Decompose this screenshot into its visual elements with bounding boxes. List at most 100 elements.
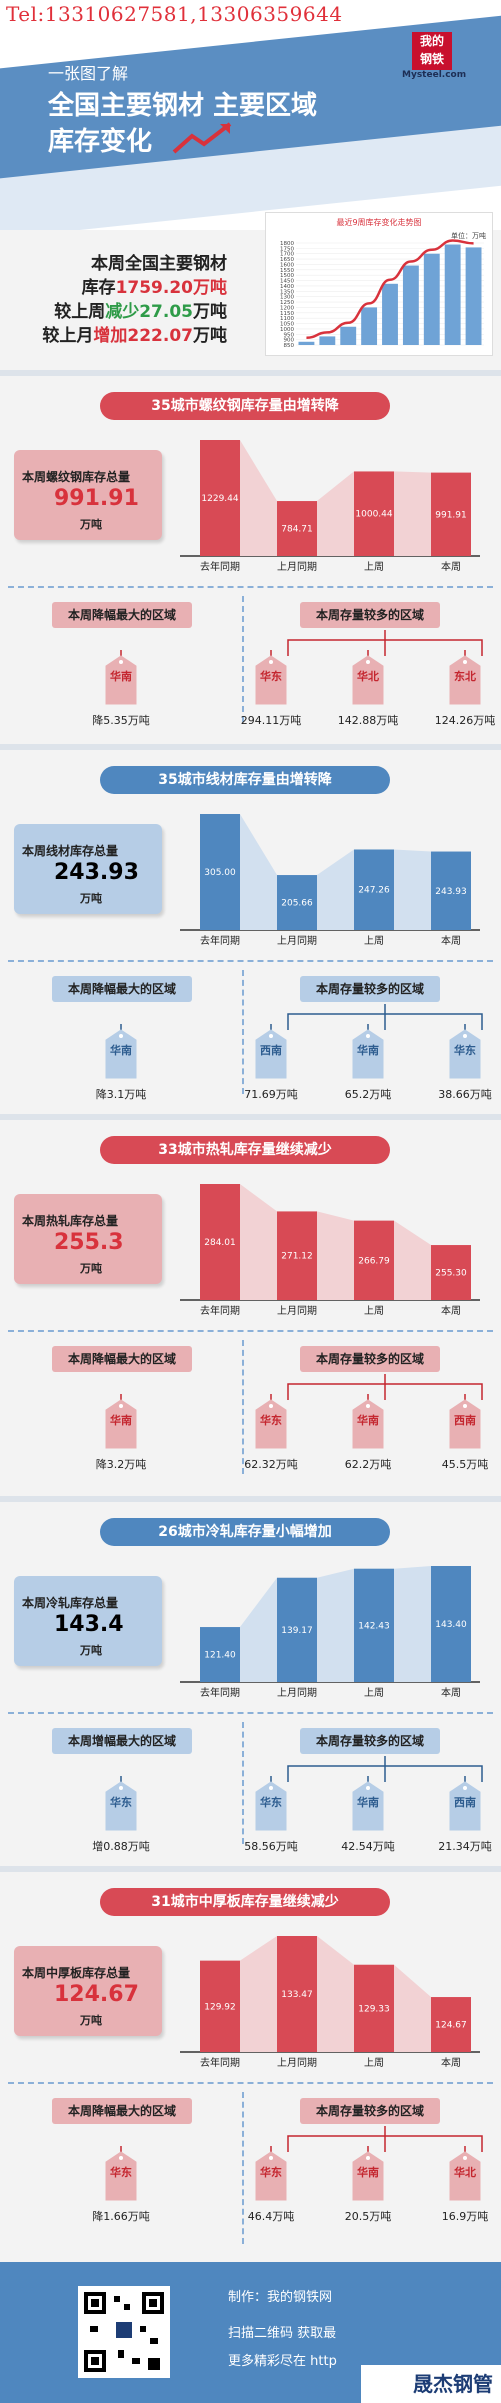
trend-bar <box>402 265 419 345</box>
region-name: 华南 <box>110 1414 132 1427</box>
bar-category-label: 去年同期 <box>200 1686 240 1699</box>
region-tag-icon: 华北 <box>448 2144 482 2202</box>
bar <box>200 814 240 930</box>
section-3: 33城市热轧库存量继续减少 本周热轧库存总量 255.3 万吨 284.01 去年同期 27… <box>0 1114 501 1488</box>
header: Tel:13310627581,13306359644 我的 钢铁 Mystee… <box>0 0 501 230</box>
footer-scan: 扫描二维码 获取最 <box>228 2326 337 2341</box>
region-tag-icon: 华南 <box>104 1392 138 1450</box>
bar-connector <box>394 1964 431 2052</box>
trend-bar <box>298 341 315 345</box>
left-region-head: 本周降幅最大的区域 <box>52 602 192 628</box>
bar <box>277 875 317 930</box>
tag-connector <box>287 1756 483 1782</box>
region-name: 华东 <box>260 1414 282 1427</box>
trend-y-tick: 1550 <box>280 268 294 274</box>
logo-line1: 我的 <box>419 34 444 48</box>
left-region-head: 本周降幅最大的区域 <box>52 976 192 1002</box>
bar-category-label: 上周 <box>364 1305 384 1317</box>
region-tag-icon: 华南 <box>351 2144 385 2202</box>
summary-text: 本周全国主要钢材 库存1759.20万吨 较上周减少27.05万吨 较上月增加2… <box>22 252 227 348</box>
bar-value-label: 1000.44 <box>355 510 392 520</box>
region-tag-icon: 西南 <box>448 1774 482 1832</box>
region-value: 62.32万吨 <box>244 1458 298 1471</box>
bar-category-label: 去年同期 <box>200 1304 240 1317</box>
region-value: 62.2万吨 <box>344 1458 392 1471</box>
bar <box>431 851 471 930</box>
region-name: 华东 <box>260 1796 282 1809</box>
trend-y-tick: 1600 <box>280 262 294 268</box>
bar <box>354 1220 394 1300</box>
header-subtitle: 一张图了解 <box>48 64 129 83</box>
bar-connector <box>317 1568 354 1682</box>
trend-y-tick: 1100 <box>280 316 294 322</box>
trend-y-tick: 850 <box>284 343 295 349</box>
total-label: 本周中厚板库存总量 <box>22 1966 131 1980</box>
region-tag-icon: 华南 <box>351 1392 385 1450</box>
summary-line3: 较上周减少27.05万吨 <box>54 302 227 322</box>
trend-chart: 最近9周库存变化走势图 单位：万吨 1800 1750 1700 1650 1600 15… <box>265 212 493 356</box>
footer: 制作：我的钢铁网 扫描二维码 获取最 更多精彩尽在 http 晟杰钢管 <box>0 2262 501 2403</box>
section-4: 26城市冷轧库存量小幅增加 本周冷轧库存总量 143.4 万吨 121.40 去年同期 13… <box>0 1496 501 1858</box>
section-separator <box>0 1114 501 1120</box>
region-tag-icon: 华北 <box>351 648 385 706</box>
bar-value-label: 205.66 <box>281 899 313 909</box>
region-value: 降5.35万吨 <box>92 714 150 727</box>
section-banner: 35城市线材库存量由增转降 <box>100 766 390 794</box>
total-card: 本周热轧库存总量 255.3 万吨 <box>14 1194 162 1284</box>
trend-chart-svg: 1800175017001650160015501500145014001350… <box>280 239 484 349</box>
trend-arrow-icon <box>172 122 232 154</box>
bar-value-label: 284.01 <box>204 1238 236 1248</box>
bar <box>200 1960 240 2052</box>
trend-chart-title: 最近9周库存变化走势图 <box>336 218 422 227</box>
bar <box>277 1211 317 1300</box>
bar-category-label: 上月同期 <box>277 1305 317 1317</box>
trend-chart-unit: 单位：万吨 <box>451 232 486 240</box>
bar <box>277 501 317 556</box>
bar <box>431 1997 471 2052</box>
region-value: 65.2万吨 <box>344 1088 392 1101</box>
trend-y-tick: 1700 <box>280 252 294 258</box>
total-unit: 万吨 <box>80 1262 102 1275</box>
bar-connector <box>317 1211 354 1300</box>
bar-value-label: 991.91 <box>435 510 467 520</box>
right-region-head: 本周存量较多的区域 <box>300 2098 440 2124</box>
bar-category-label: 去年同期 <box>200 560 240 573</box>
trend-bar <box>465 247 482 345</box>
logo-subtitle: Mysteel.com <box>402 70 467 80</box>
region-tag-icon: 东北 <box>448 648 482 706</box>
dashed-divider <box>8 586 493 588</box>
footer-more[interactable]: 更多精彩尽在 http <box>228 2354 337 2369</box>
total-unit: 万吨 <box>80 892 102 905</box>
section-separator <box>0 1496 501 1502</box>
bar-category-label: 本周 <box>441 1304 461 1317</box>
dashed-divider-vertical <box>242 2092 244 2244</box>
bar-connector <box>394 471 431 556</box>
region-name: 华北 <box>454 2166 476 2179</box>
bar-value-label: 143.40 <box>435 1620 467 1630</box>
region-value: 21.34万吨 <box>438 1840 492 1853</box>
trend-y-tick: 1150 <box>280 311 294 317</box>
bar-connector <box>394 1566 431 1682</box>
region-tag-icon: 华南 <box>351 1022 385 1080</box>
title-line1: 全国主要钢材 主要区域 <box>48 91 318 121</box>
region-name: 西南 <box>454 1796 476 1809</box>
region-tag-icon: 华东 <box>254 1774 288 1832</box>
trend-bar <box>382 283 398 345</box>
brand-watermark: 晟杰钢管 <box>361 2365 501 2403</box>
section-5: 31城市中厚板库存量继续减少 本周中厚板库存总量 124.67 万吨 129.92 去年同… <box>0 1866 501 2258</box>
bar-connector <box>394 849 431 930</box>
total-value: 143.4 <box>54 1612 124 1637</box>
bar-chart: 305.00 去年同期 205.66 上月同期 247.26 上周 243.93 本周 <box>180 814 480 947</box>
bar-connector <box>394 1220 431 1300</box>
logo-line2: 钢铁 <box>419 52 444 66</box>
qr-code-icon[interactable] <box>78 2286 170 2378</box>
section-banner: 26城市冷轧库存量小幅增加 <box>100 1518 390 1546</box>
tag-connector <box>287 1374 483 1400</box>
bar <box>200 1627 240 1682</box>
section-banner: 35城市螺纹钢库存量由增转降 <box>100 392 390 420</box>
trend-y-tick: 1350 <box>280 289 294 295</box>
dashed-divider <box>8 960 493 962</box>
region-value: 38.66万吨 <box>438 1088 492 1101</box>
bar-chart: 121.40 去年同期 139.17 上月同期 142.43 上周 143.40 本周 <box>180 1566 480 1699</box>
bar-category-label: 去年同期 <box>200 2056 240 2069</box>
